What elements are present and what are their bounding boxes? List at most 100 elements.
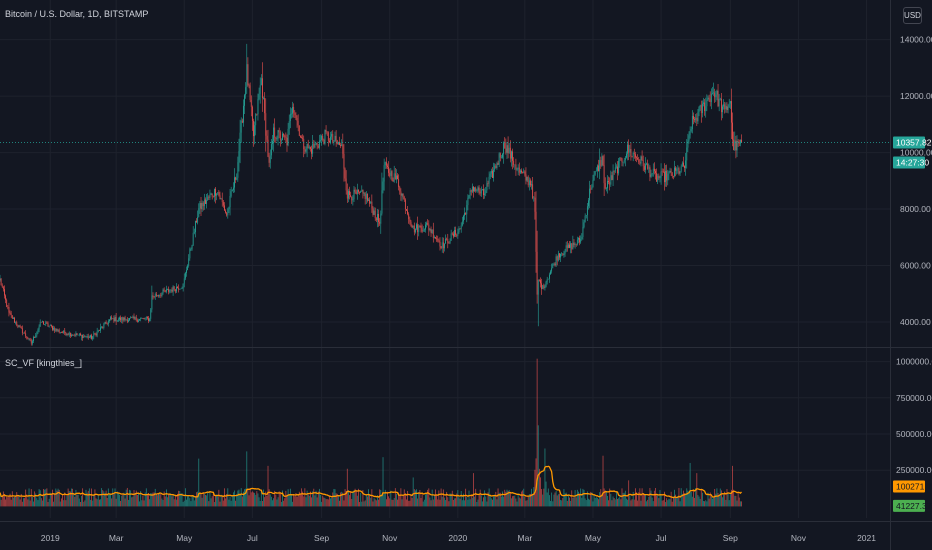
volume-bar [455,498,457,507]
candle-body [603,165,605,184]
candle [499,152,501,162]
volume-bar [415,490,416,507]
candle [500,155,502,159]
candle-body [149,318,151,322]
candle [135,314,137,322]
candle [264,92,266,121]
volume-bar [485,496,487,507]
candle [354,187,356,194]
candle-body [168,288,170,292]
candle [726,102,728,113]
candle [187,264,189,271]
volume-bar [92,500,94,507]
candle [335,130,337,147]
volume-bar [270,496,272,507]
price-pane[interactable] [0,43,890,346]
candle [1,283,3,288]
indicator-pane[interactable] [0,358,742,507]
candle [34,336,36,339]
candle [442,237,444,254]
candle-body [582,226,584,238]
candle-body [640,156,642,164]
indicator-title[interactable]: SC_VF [kingthies_] [5,358,83,368]
candle [530,178,531,188]
candle [403,195,405,202]
volume-bar [272,500,273,507]
candle-body [540,280,541,284]
time-axis[interactable]: 2019 Mar May Jul Sep Nov 2020 Mar May Jul Sep Nov 20… [41,533,876,543]
time-tick-label: Sep [314,533,329,543]
candle-body [231,189,233,192]
volume-bar [28,488,30,507]
volume-bar [522,490,524,507]
candle-body [639,162,641,164]
volume-bar [88,488,90,507]
candle [183,273,185,288]
volume-bar [312,491,314,507]
volume-bar [107,488,109,507]
candle-body [322,136,324,140]
volume-bar [574,490,576,507]
candle-body [116,320,118,322]
volume-bar [425,494,426,507]
volume-bar [366,496,368,507]
candle-body [205,199,206,204]
volume-bar [620,499,622,507]
volume-bar [71,488,72,507]
candle [237,156,239,182]
candle-body [18,325,20,327]
volume-bar [237,490,239,507]
candle [385,157,387,169]
volume-bar [447,497,449,507]
candle [334,131,336,142]
candle-body [392,180,394,182]
candle [83,333,85,339]
volume-bar [53,501,55,507]
volume-bar [141,500,143,507]
candle-body [248,84,250,86]
candle-body [38,326,40,330]
candle-body [91,335,92,339]
volume-bar [584,498,586,507]
candle [63,330,65,334]
candle-body [659,177,661,179]
candle-body [716,90,718,95]
candle [49,324,51,327]
volume-bar [174,495,176,507]
volume-bar [76,494,78,507]
volume-bar [168,494,170,507]
volume-bar [614,499,616,507]
candle [669,167,671,173]
candle [392,177,394,182]
candle [505,138,507,155]
candle [580,235,582,244]
candle [19,324,21,328]
candle [383,158,385,191]
volume-bar [628,480,630,507]
candle-body [56,328,58,331]
candle [5,294,6,304]
candle [46,321,48,324]
candle [533,196,535,202]
candle [659,175,661,183]
chart-title[interactable]: Bitcoin / U.S. Dollar, 1D, BITSTAMP [5,9,149,19]
candle-body [275,137,277,140]
candle [487,180,489,187]
volume-bar [339,500,340,507]
price-axis[interactable]: 4000.006000.008000.0010000.0012000.00140… [896,35,932,476]
volume-bar [427,489,429,507]
candle [106,322,108,326]
volume-bar [502,491,503,507]
candle-body [283,133,285,136]
candle [551,263,553,274]
volume-bar [556,495,558,507]
candle [361,185,363,192]
candle [696,113,698,127]
volume-bar [258,497,260,507]
currency-button[interactable]: USD [903,7,922,24]
volume-bar [38,489,40,507]
candle [263,96,264,100]
candle [301,135,302,139]
